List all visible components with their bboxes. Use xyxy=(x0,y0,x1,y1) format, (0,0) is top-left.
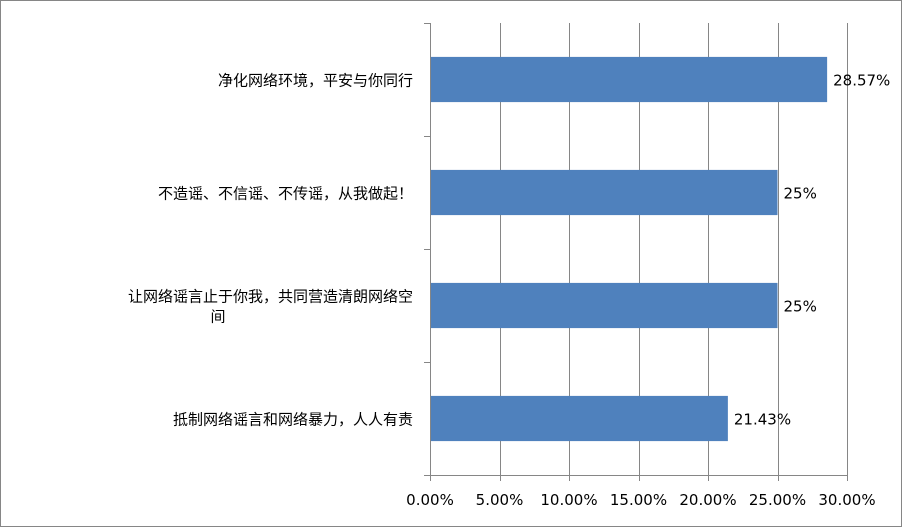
bar-2 xyxy=(431,282,778,329)
x-tick-label-0: 0.00% xyxy=(406,491,454,509)
axes xyxy=(424,23,848,481)
value-label-2: 25% xyxy=(784,298,817,316)
labels: 0.00% 5.00% 10.00% 15.00% 20.00% 25.00% 30.00%… xyxy=(128,72,890,510)
bar-0 xyxy=(431,56,828,103)
bar-1 xyxy=(431,169,778,216)
x-tick-label-2: 10.00% xyxy=(540,491,597,509)
value-label-0: 28.57% xyxy=(833,72,890,90)
x-tick-label-3: 15.00% xyxy=(610,491,667,509)
x-tick-label-5: 25.00% xyxy=(749,491,806,509)
value-label-1: 25% xyxy=(784,185,817,203)
x-tick-label-1: 5.00% xyxy=(476,491,524,509)
x-tick-label-4: 20.00% xyxy=(679,491,736,509)
category-label-0: 净化网络环境，平安与你同行 xyxy=(218,72,413,90)
category-label-1: 不造谣、不信谣、不传谣，从我做起！ xyxy=(158,185,413,203)
bar-3 xyxy=(431,395,728,442)
category-label-3: 抵制网络谣言和网络暴力，人人有责 xyxy=(173,411,413,429)
bars xyxy=(431,56,828,442)
category-label-2: 让网络谣言止于你我，共同营造清朗网络空间 xyxy=(128,288,413,326)
value-label-3: 21.43% xyxy=(734,411,791,429)
x-tick-label-6: 30.00% xyxy=(818,491,875,509)
